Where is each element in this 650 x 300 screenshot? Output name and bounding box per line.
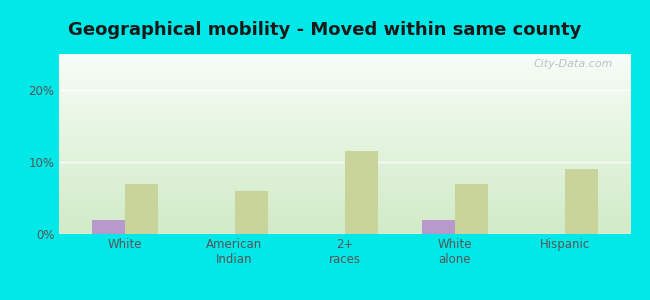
Bar (564, 169, 597, 234)
Bar (344, 151, 378, 234)
Text: City-Data.com: City-Data.com (534, 59, 614, 69)
Bar (235, 191, 268, 234)
Bar (454, 184, 488, 234)
Text: Geographical mobility - Moved within same county: Geographical mobility - Moved within sam… (68, 21, 582, 39)
Bar (92, 220, 125, 234)
Bar (421, 220, 454, 234)
Bar (125, 184, 157, 234)
